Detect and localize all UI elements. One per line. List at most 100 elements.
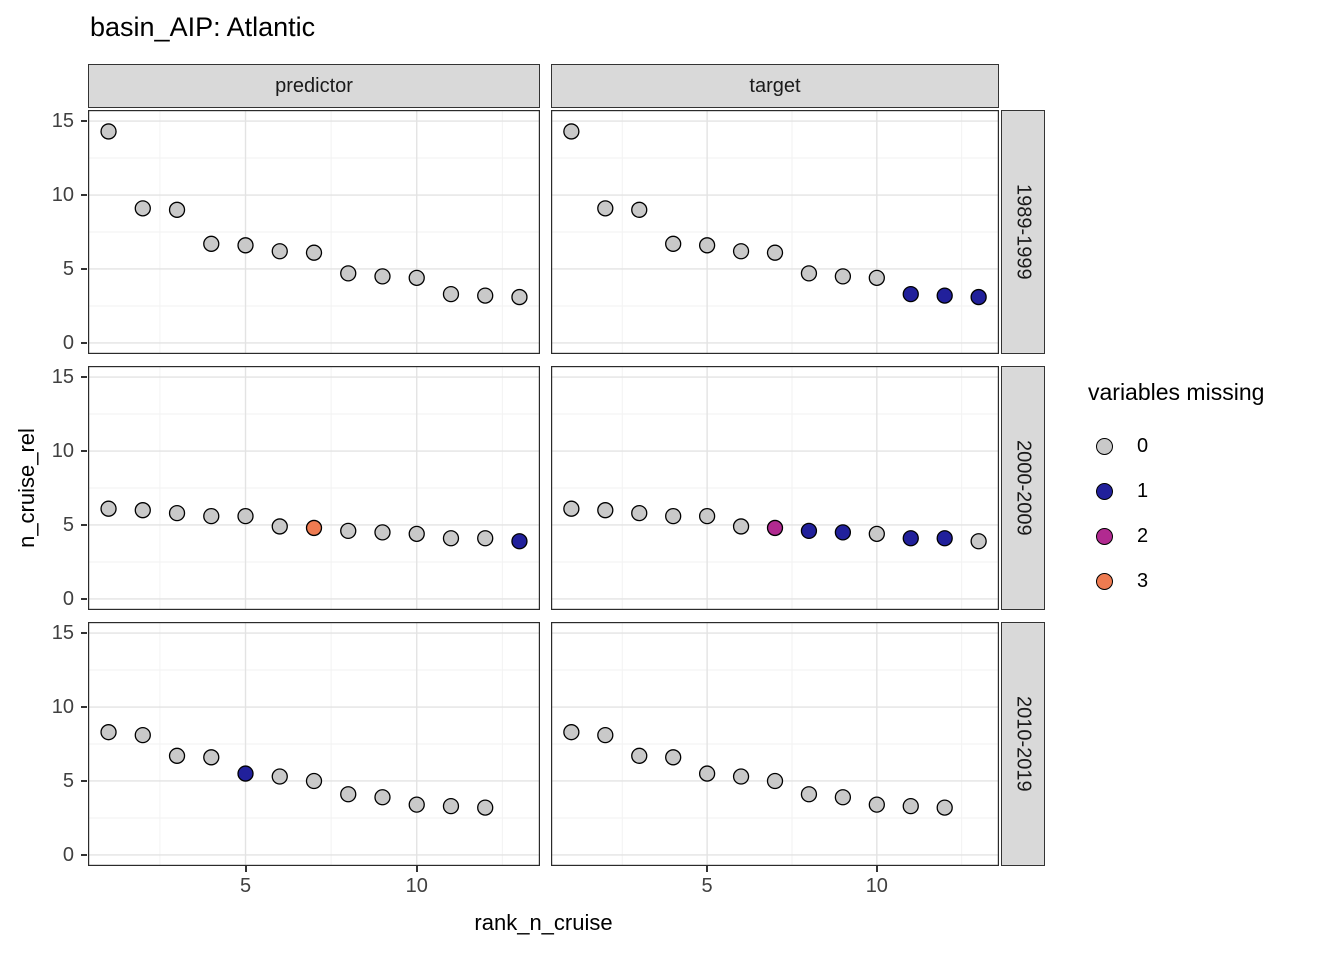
- y-tick-label: 0: [62, 843, 74, 866]
- data-point: [340, 786, 357, 803]
- data-point: [442, 797, 460, 815]
- data-point: [868, 796, 885, 813]
- legend-entry-0: 0: [1088, 424, 1264, 469]
- data-point: [970, 288, 987, 306]
- data-point: [477, 287, 494, 304]
- y-tick-mark: [81, 597, 87, 600]
- data-point: [134, 200, 151, 217]
- legend-entry-label: 3: [1137, 570, 1149, 592]
- data-point: [631, 504, 648, 522]
- data-point: [698, 765, 716, 782]
- facet-strip-label: target: [749, 74, 801, 97]
- panel-predictor-1989-1999: [88, 110, 540, 355]
- legend-entry-label: 2: [1137, 525, 1149, 547]
- data-point: [408, 796, 425, 813]
- y-tick-mark: [81, 267, 87, 270]
- x-axis-title: rank_n_cruise: [474, 910, 613, 935]
- data-point: [168, 201, 186, 218]
- data-point: [271, 243, 288, 260]
- data-point: [868, 269, 885, 286]
- legend-key-circle: [1096, 528, 1113, 545]
- panel-target-1989-1999: [551, 110, 999, 355]
- gridlines-minor: [88, 622, 540, 866]
- x-tick-label: 10: [405, 875, 428, 897]
- data-point: [374, 268, 391, 285]
- y-tick-mark: [81, 523, 87, 526]
- data-point: [511, 288, 528, 306]
- data-point: [408, 269, 425, 286]
- y-tick-label: 5: [62, 257, 74, 280]
- gridlines-major: [88, 110, 540, 354]
- legend-entry-1: 1: [1088, 469, 1264, 514]
- data-point: [374, 524, 391, 541]
- data-point: [902, 285, 919, 303]
- data-point: [665, 749, 682, 766]
- gridlines-major: [551, 110, 999, 354]
- y-tick-label: 10: [51, 184, 74, 207]
- data-point: [477, 530, 494, 547]
- y-tick-label: 15: [51, 110, 74, 133]
- data-point: [340, 522, 357, 540]
- y-tick-mark: [81, 779, 87, 782]
- data-point: [203, 235, 220, 252]
- data-point: [766, 244, 784, 261]
- data-point: [305, 772, 323, 790]
- data-point: [800, 786, 818, 803]
- panel-target-2000-2009: [551, 366, 999, 611]
- legend-key-circle: [1096, 483, 1113, 500]
- y-tick-label: 10: [51, 440, 74, 463]
- data-point: [563, 123, 580, 140]
- data-point: [237, 237, 254, 254]
- facet-strip-target: target: [551, 64, 999, 108]
- data-point: [340, 265, 357, 282]
- data-point: [665, 507, 682, 525]
- panel-predictor-2000-2009: [88, 366, 540, 611]
- y-tick-label: 5: [62, 513, 74, 536]
- data-point: [237, 765, 254, 782]
- x-tick-mark: [706, 866, 709, 872]
- y-tick-label: 10: [51, 696, 74, 719]
- gridlines-minor: [551, 622, 999, 866]
- data-point: [800, 522, 818, 540]
- data-point: [203, 749, 220, 766]
- facet-strip-label: 2010-2019: [1012, 696, 1035, 792]
- x-tick-mark: [244, 866, 247, 872]
- data-point: [442, 530, 460, 547]
- data-point: [834, 789, 852, 806]
- y-tick-mark: [81, 120, 87, 123]
- data-point: [597, 200, 614, 217]
- data-point: [665, 235, 682, 252]
- data-point: [477, 799, 494, 816]
- facet-strip-1989-1999: 1989-1999: [1001, 110, 1045, 354]
- x-tick-mark: [875, 866, 878, 872]
- data-point: [271, 768, 288, 785]
- data-point: [766, 519, 784, 537]
- data-point: [237, 507, 254, 525]
- data-point: [100, 724, 117, 741]
- data-point: [936, 799, 953, 816]
- y-tick-label: 15: [51, 366, 74, 389]
- gridlines-major: [88, 622, 540, 866]
- data-point: [732, 243, 750, 260]
- data-point: [834, 268, 852, 285]
- x-tick-label: 10: [865, 875, 888, 897]
- data-point: [698, 507, 716, 525]
- y-axis-title: n_cruise_rel: [14, 428, 39, 548]
- facet-strip-label: 2000-2009: [1012, 440, 1035, 536]
- y-tick-label: 5: [62, 769, 74, 792]
- y-tick-mark: [81, 376, 87, 379]
- data-point: [168, 747, 186, 764]
- facet-strip-2010-2019: 2010-2019: [1001, 622, 1045, 866]
- x-tick-label: 5: [701, 875, 713, 897]
- data-point: [134, 502, 151, 519]
- data-point: [631, 747, 648, 764]
- data-point: [732, 768, 750, 785]
- facet-strip-label: predictor: [275, 74, 353, 97]
- facet-strip-predictor: predictor: [88, 64, 540, 108]
- data-point: [305, 519, 323, 537]
- gridlines-minor: [551, 110, 999, 354]
- data-point: [936, 530, 953, 547]
- legend-entry-label: 1: [1137, 480, 1149, 502]
- gridlines-minor: [551, 366, 999, 610]
